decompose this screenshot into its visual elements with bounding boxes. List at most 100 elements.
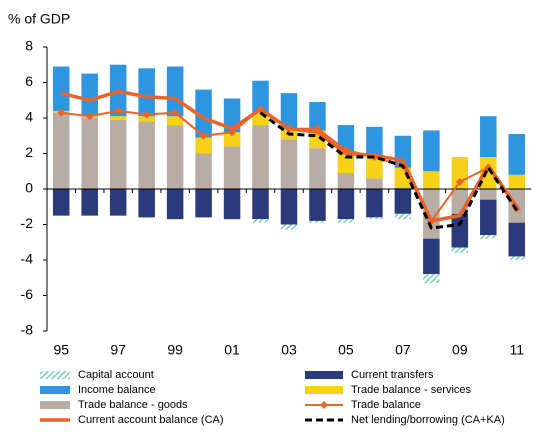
bar-segment [166, 125, 184, 189]
bar-segment [480, 235, 497, 239]
legend-label: Current transfers [351, 369, 434, 381]
bar-segment [366, 126, 383, 158]
bar-segment [366, 157, 383, 179]
legend-label: Trade balance [351, 399, 421, 411]
bar-segment [280, 224, 298, 230]
y-tick-label: -2 [21, 215, 34, 231]
bar-segment [223, 146, 241, 189]
legend-label: Capital account [78, 369, 154, 381]
bar-segment [423, 189, 440, 239]
bar-segment [223, 189, 241, 220]
x-tick-label: 01 [224, 342, 240, 358]
bar-segment [451, 213, 469, 248]
bar-segment [252, 125, 269, 189]
bar-segment [508, 222, 526, 257]
bar-segment [138, 189, 155, 218]
x-tick-label: 11 [509, 342, 524, 358]
bar-segment [366, 217, 383, 220]
bar-segment [52, 112, 70, 189]
bar-segment [52, 189, 70, 216]
bar-segment [423, 130, 440, 172]
bar-segment [309, 102, 326, 131]
bar-segment [223, 132, 241, 147]
line-marker [199, 131, 208, 140]
bar-segment [337, 219, 355, 223]
bar-segment [252, 189, 269, 220]
bar-segment [309, 220, 326, 223]
bar-segment [109, 119, 127, 189]
line-marker [57, 108, 66, 117]
bar-segment [252, 219, 269, 223]
bar-segment [166, 66, 184, 117]
bar-segment [394, 187, 412, 189]
bar-segment [480, 199, 497, 236]
bar-segment [480, 157, 497, 189]
line-series [60, 89, 519, 223]
y-tick-label: -6 [21, 286, 34, 302]
bar-segment [480, 189, 497, 200]
bar-segment [394, 213, 412, 220]
bar-segment [394, 189, 412, 214]
bar-segment [423, 274, 440, 284]
x-tick-label: 99 [167, 342, 183, 358]
legend-label: Trade balance - services [351, 384, 472, 396]
bar-segment [366, 178, 383, 189]
legend-swatch [305, 386, 343, 394]
legend-swatch [40, 386, 70, 394]
bar-segment [451, 247, 469, 253]
legend-label: Income balance [78, 384, 156, 396]
bar-segment [109, 116, 127, 120]
bar-segment [337, 125, 355, 152]
bar-segment [195, 137, 212, 154]
x-tick-label: 09 [452, 342, 468, 358]
legend-swatch [40, 401, 70, 409]
bar-segment [280, 93, 298, 129]
line-series [259, 111, 519, 230]
line-marker [171, 108, 180, 117]
bar-segment [195, 189, 212, 218]
bar-segment [508, 256, 526, 260]
x-tick-label: 95 [53, 342, 69, 358]
bar-segment [52, 66, 70, 111]
y-tick-label: -8 [21, 322, 34, 338]
bar-segment [81, 73, 98, 117]
bar-segment [81, 189, 98, 216]
bar-segment [337, 189, 355, 220]
line-marker [142, 110, 151, 119]
y-tick-label: 0 [25, 180, 33, 196]
bar-segment [508, 174, 526, 189]
line-marker [85, 112, 94, 121]
x-tick-label: 07 [395, 342, 411, 358]
x-tick-label: 97 [110, 342, 126, 358]
line-marker [114, 106, 123, 115]
line-marker [455, 177, 464, 186]
bar-segment [195, 89, 212, 138]
bar-segment [309, 189, 326, 221]
y-tick-label: 6 [25, 73, 33, 89]
y-tick-label: -4 [21, 251, 34, 267]
bar-segment [252, 80, 269, 113]
x-tick-label: 03 [281, 342, 297, 358]
bar-segment [280, 139, 298, 189]
bar-segment [138, 116, 155, 122]
bar-segment [480, 116, 497, 158]
y-tick-label: 2 [25, 144, 33, 160]
bar-segment [109, 189, 127, 216]
bar-segment [423, 171, 440, 189]
bar-segment [166, 189, 184, 220]
y-axis-label: % of GDP [8, 11, 70, 27]
bar-segment [81, 118, 98, 189]
bar-segment [508, 133, 526, 175]
line-marker [228, 128, 237, 137]
bar-segment [309, 148, 326, 189]
legend-label: Trade balance - goods [78, 399, 188, 411]
bar-segment [337, 173, 355, 189]
bar-segment [195, 153, 212, 189]
bar-segment [138, 68, 155, 117]
legend-marker [320, 401, 328, 409]
bar-segment [280, 189, 298, 225]
bar-segment [451, 157, 469, 189]
legend-label: Current account balance (CA) [78, 414, 224, 426]
legend-label: Net lending/borrowing (CA+KA) [351, 414, 505, 426]
